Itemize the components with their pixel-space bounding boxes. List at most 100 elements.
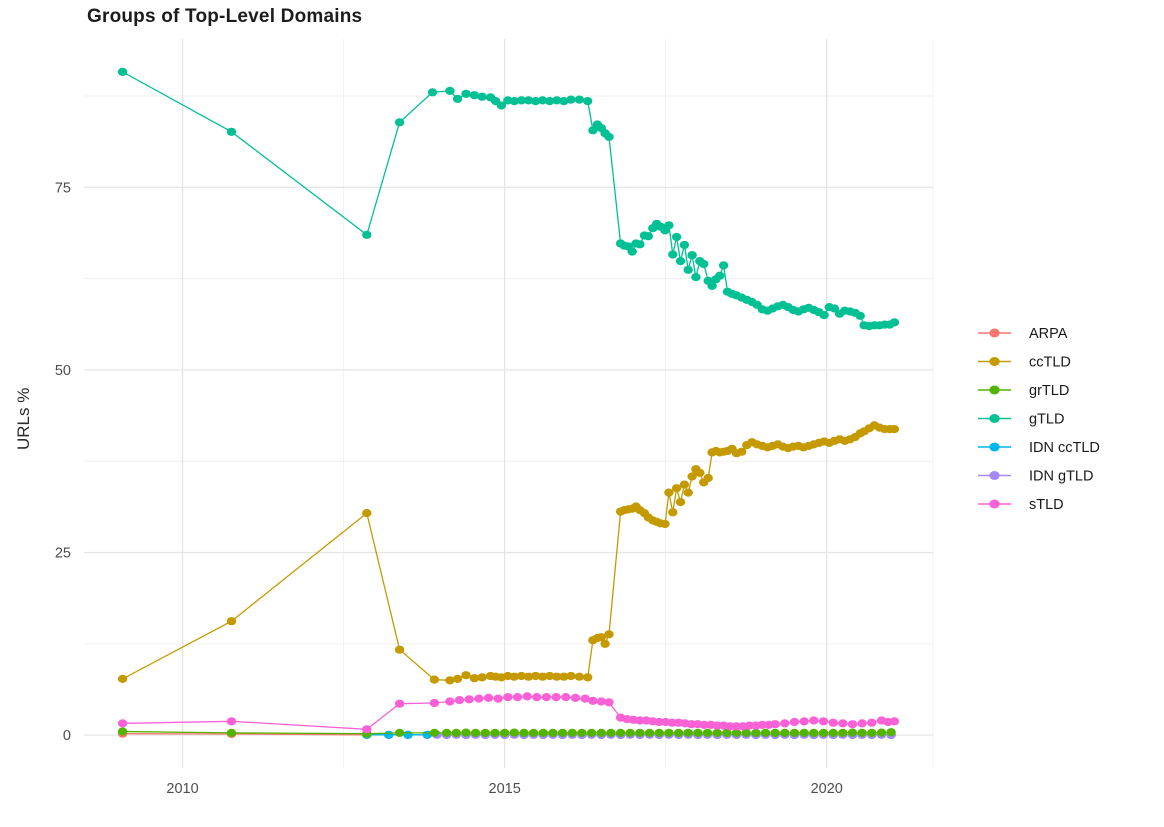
series-grTLD-point [470, 728, 481, 738]
series-grTLD-point [394, 728, 405, 738]
series-gTLD-point [427, 88, 438, 97]
series-grTLD-point [538, 728, 548, 738]
series-grTLD-point [596, 728, 606, 738]
series-ccTLD-point [683, 488, 693, 497]
series-grTLD-point [789, 728, 800, 738]
series-sTLD-point [474, 694, 484, 703]
legend-label-gTLD: gTLD [1029, 412, 1064, 428]
series-grTLD-point [548, 728, 558, 738]
series-ccTLD-point [668, 508, 678, 517]
series-gTLD-point [496, 101, 507, 110]
legend-key-point-ARPA [989, 328, 1000, 338]
series-ccTLD-point [477, 673, 487, 682]
series-ccTLD-point [566, 671, 576, 681]
series-gTLD-point [635, 240, 645, 249]
legend-key-point-sTLD [989, 499, 1000, 509]
series-grTLD-point [683, 728, 693, 738]
series-grTLD-point [751, 728, 761, 738]
series-grTLD-point [451, 728, 461, 738]
series-sTLD-point [561, 693, 571, 702]
series-sTLD-point [493, 694, 503, 703]
series-grTLD-point [606, 728, 616, 738]
series-gTLD-point [819, 311, 829, 320]
series-sTLD-point [667, 718, 677, 727]
series-ccTLD-point [445, 676, 455, 685]
series-grTLD-point [702, 728, 713, 738]
series-sTLD-point [789, 717, 800, 727]
series-gTLD-point [394, 118, 405, 127]
series-sTLD-point [686, 720, 697, 729]
series-IDN-ccTLD-point [403, 730, 413, 739]
series-sTLD-point [570, 693, 581, 703]
legend-label-ARPA: ARPA [1029, 326, 1068, 342]
series-grTLD-point [886, 728, 896, 737]
series-grTLD-point [741, 728, 751, 738]
series-gTLD-point [545, 97, 555, 106]
series-sTLD-point [541, 693, 552, 702]
series-gTLD-point [226, 127, 237, 136]
series-ccTLD-point [664, 488, 674, 497]
x-tick-label: 2010 [166, 781, 198, 797]
series-gTLD-point [671, 232, 682, 242]
series-grTLD-point [857, 728, 867, 738]
series-sTLD-point [770, 720, 780, 729]
series-gTLD-point [530, 97, 541, 106]
y-tick-label: 25 [55, 546, 71, 562]
series-grTLD-point [490, 728, 500, 738]
series-grTLD-point [847, 728, 858, 737]
series-grTLD-point [664, 728, 674, 738]
series-ccTLD-point [537, 672, 548, 681]
series-ccTLD-point [660, 519, 670, 529]
series-ccTLD-point [583, 673, 593, 682]
series-grTLD-point [635, 728, 645, 738]
series-sTLD-point [828, 718, 838, 727]
series-gTLD-point [675, 257, 686, 266]
series-gTLD-point [679, 240, 690, 250]
series-grTLD-point [557, 728, 568, 738]
y-tick-label: 0 [63, 728, 71, 744]
series-ccTLD-point [452, 674, 463, 684]
series-ccTLD-point [596, 633, 606, 642]
series-gTLD-point [683, 265, 693, 274]
series-sTLD-point [596, 697, 606, 706]
series-sTLD-point [744, 721, 755, 730]
series-grTLD-point [577, 728, 587, 738]
series-gTLD-point [559, 97, 569, 106]
y-tick-label: 75 [55, 180, 71, 196]
series-grTLD-point [429, 728, 440, 738]
series-grTLD-point [673, 728, 684, 738]
series-sTLD-point [532, 693, 542, 702]
legend-key-point-ccTLD [989, 357, 1000, 366]
series-sTLD-point [889, 717, 900, 726]
series-grTLD-point [654, 728, 664, 738]
series-ccTLD-point [574, 672, 585, 681]
series-gTLD-point [537, 96, 548, 105]
series-gTLD-point [523, 96, 534, 105]
legend-key-point-gTLD [989, 414, 1000, 423]
series-sTLD-point [551, 693, 561, 702]
series-sTLD-point [867, 718, 877, 727]
series-gTLD-point [445, 86, 455, 95]
series-grTLD-point [499, 728, 510, 738]
series-gTLD-point [687, 251, 697, 260]
series-grTLD-point [509, 728, 519, 737]
series-gTLD-point [715, 271, 725, 280]
series-gTLD-point [664, 221, 674, 230]
series-ccTLD-point [737, 447, 747, 456]
legend-key-point-grTLD [989, 385, 1000, 395]
series-IDN-ccTLD-point [384, 730, 394, 739]
series-ccTLD-point [516, 671, 527, 681]
series-gTLD-point [477, 92, 487, 101]
series-grTLD-point [838, 728, 848, 738]
series-gTLD-point [627, 247, 637, 256]
series-gTLD-point [583, 97, 593, 106]
series-sTLD-point [699, 720, 709, 730]
legend-key-point-IDN-ccTLD [989, 442, 1000, 452]
series-grTLD-point [722, 728, 732, 738]
series-sTLD-point [818, 717, 829, 726]
series-grTLD-point [828, 728, 838, 738]
series-grTLD-point [731, 728, 742, 738]
series-sTLD-point [799, 717, 809, 726]
series-sTLD-point [454, 696, 465, 705]
series-ccTLD-point [530, 671, 541, 681]
